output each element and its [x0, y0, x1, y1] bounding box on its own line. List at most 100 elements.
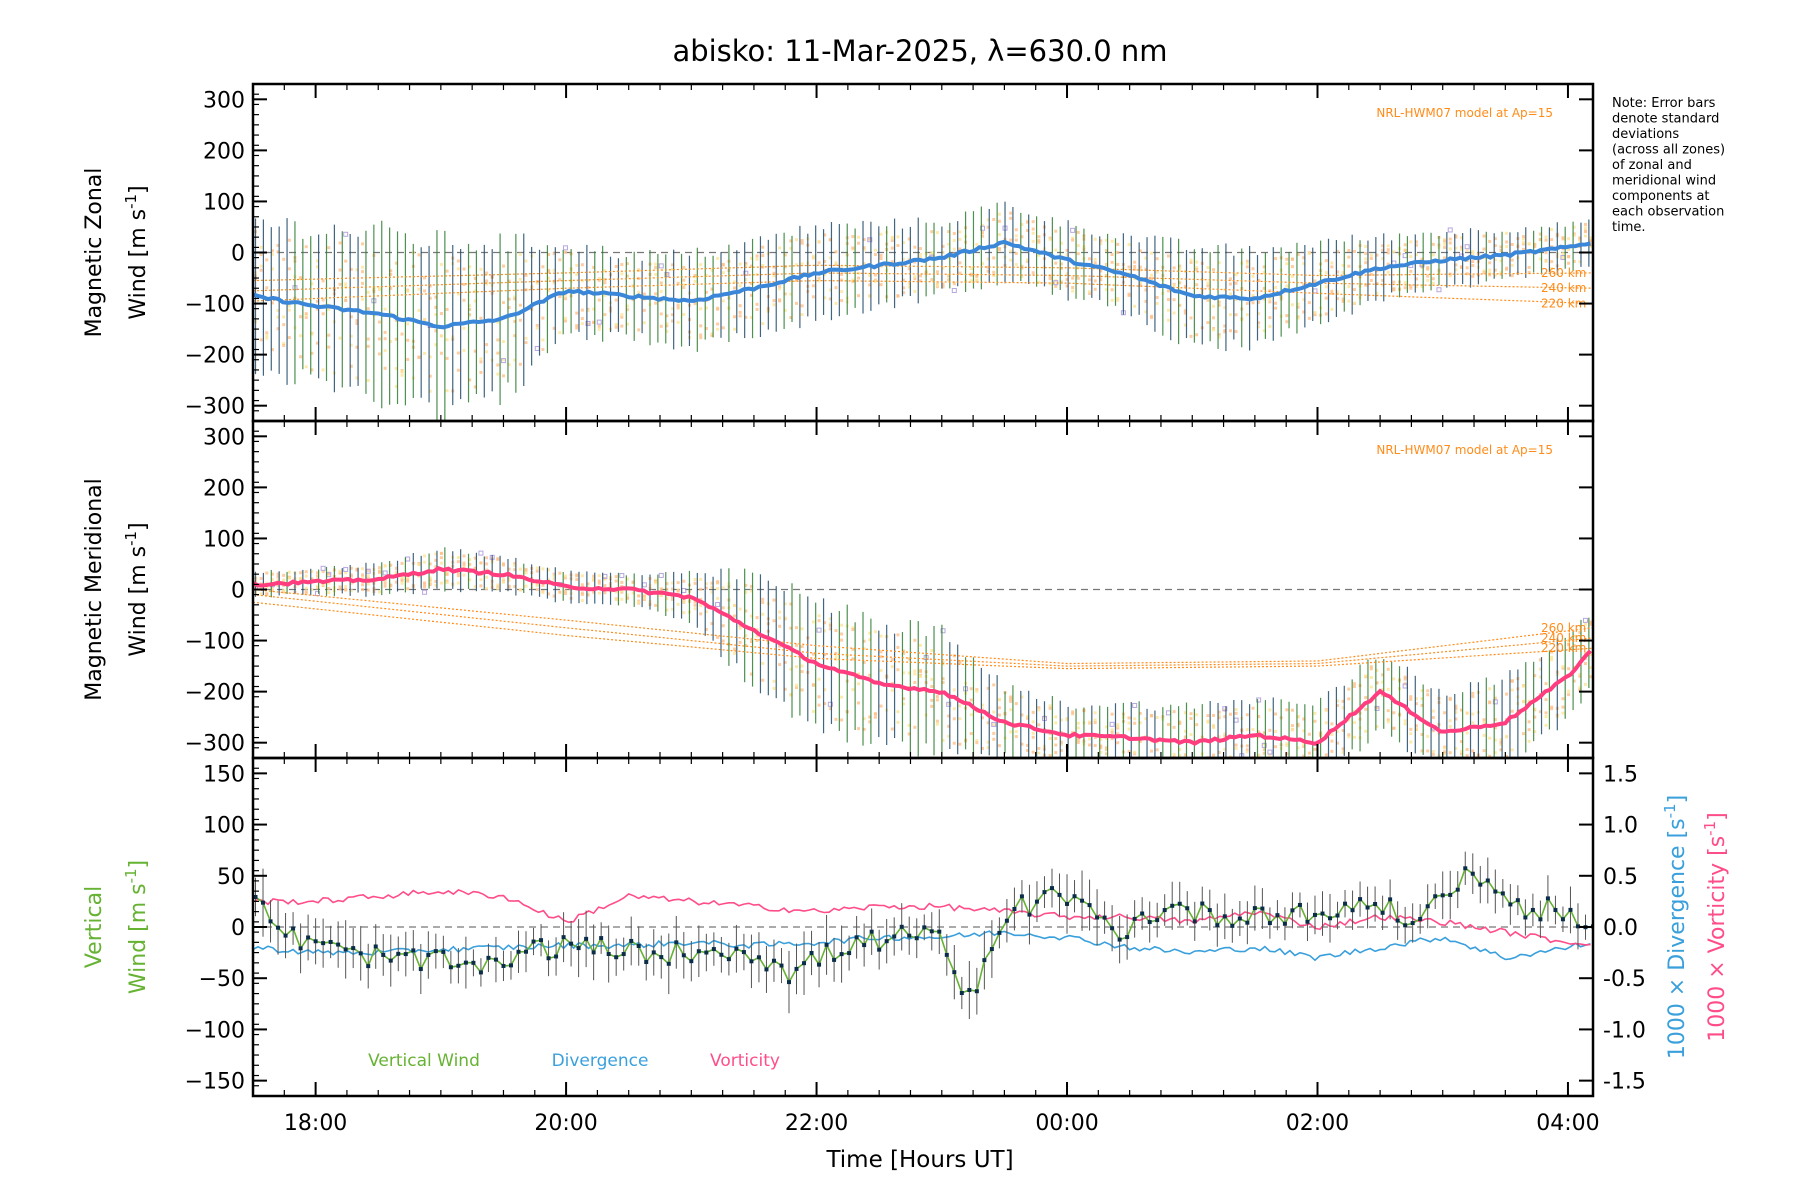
vertical-wind-marker	[1057, 892, 1062, 897]
scatter-point	[259, 576, 263, 580]
scatter-point	[733, 604, 737, 608]
scatter-point	[1330, 722, 1334, 726]
scatter-point	[473, 385, 477, 389]
scatter-point	[1313, 747, 1317, 751]
scatter-point	[462, 573, 466, 577]
scatter-point	[716, 327, 720, 331]
scatter-point	[400, 370, 404, 374]
scatter-point	[778, 246, 782, 250]
scatter-point	[840, 278, 844, 282]
scatter-point	[501, 340, 505, 344]
scatter-point	[1263, 759, 1266, 762]
scatter-point	[1026, 743, 1030, 747]
scatter-point	[1217, 303, 1221, 307]
scatter-point	[1071, 712, 1075, 716]
scatter-point	[992, 256, 996, 260]
scatter-point	[744, 315, 748, 319]
scatter-point	[270, 587, 274, 591]
scatter-point	[693, 577, 697, 581]
scatter-point	[704, 582, 708, 586]
scatter-point	[338, 569, 342, 573]
model-label: NRL-HWM07 model at Ap=15	[1376, 106, 1553, 120]
scatter-point	[434, 583, 438, 587]
bracket: ]	[1705, 812, 1730, 821]
scatter-point	[1116, 298, 1120, 302]
scatter-point	[902, 697, 906, 701]
scatter-point	[439, 263, 443, 267]
scatter-point	[1026, 715, 1030, 719]
scatter-point	[1409, 727, 1413, 731]
scatter-point	[991, 721, 997, 727]
scatter-point	[1364, 244, 1368, 248]
scatter-point	[586, 285, 590, 289]
scatter-point	[361, 575, 365, 579]
scatter-point	[699, 577, 703, 581]
vertical-wind-marker	[336, 942, 341, 947]
scatter-point	[1352, 735, 1356, 739]
scatter-point	[1583, 234, 1587, 238]
scatter-point	[541, 347, 545, 351]
scatter-point	[327, 581, 331, 585]
scatter-point	[902, 291, 906, 295]
scatter-point	[738, 314, 742, 318]
scatter-point	[935, 270, 939, 274]
scatter-point	[485, 556, 489, 560]
scatter-point	[952, 282, 956, 286]
scatter-point	[417, 308, 421, 312]
vertical-wind-marker	[1312, 912, 1317, 917]
scatter-point	[761, 322, 765, 326]
scatter-point	[817, 614, 821, 618]
scatter-point	[1189, 712, 1193, 716]
scatter-point	[478, 550, 484, 556]
scatter-point	[642, 292, 646, 296]
scatter-point	[1414, 285, 1418, 289]
scatter-point	[1138, 721, 1142, 725]
scatter-point	[851, 688, 855, 692]
scatter-point	[935, 231, 939, 235]
scatter-point	[1071, 238, 1075, 242]
vertical-wind-marker	[809, 950, 814, 955]
vertical-wind-marker	[1004, 918, 1009, 923]
scatter-point	[761, 245, 765, 249]
scatter-point	[349, 315, 353, 319]
scatter-point	[1009, 708, 1013, 712]
scatter-point	[468, 578, 472, 582]
scatter-point	[389, 272, 393, 276]
scatter-point	[1488, 239, 1492, 243]
scatter-point	[1189, 334, 1193, 338]
scatter-point	[1544, 238, 1548, 242]
scatter-point	[592, 320, 596, 324]
vertical-wind-marker	[651, 950, 656, 955]
scatter-point	[817, 677, 821, 681]
scatter-point	[1099, 269, 1103, 273]
scatter-point	[997, 233, 1001, 237]
scatter-point	[1031, 227, 1035, 231]
scatter-point	[642, 595, 646, 599]
scatter-point	[659, 312, 663, 316]
scatter-point	[1471, 712, 1475, 716]
scatter-point	[749, 640, 753, 644]
scatter-point	[1195, 723, 1199, 727]
scatter-point	[1499, 270, 1503, 274]
scatter-point	[1454, 263, 1458, 267]
scatter-point	[1538, 237, 1542, 241]
scatter-point	[377, 286, 381, 290]
scatter-point	[597, 591, 601, 595]
scatter-point	[535, 583, 539, 587]
scatter-point	[1550, 707, 1554, 711]
scatter-point	[547, 568, 551, 572]
scatter-point	[580, 322, 584, 326]
scatter-point	[721, 624, 725, 628]
scatter-point	[1059, 280, 1063, 284]
vertical-wind-marker	[253, 894, 258, 899]
scatter-point	[637, 594, 641, 598]
scatter-point	[1116, 262, 1120, 266]
scatter-point	[699, 336, 703, 340]
vertical-wind-marker	[599, 936, 604, 941]
scatter-point	[710, 581, 714, 585]
scatter-point	[400, 373, 404, 377]
scatter-point	[1465, 266, 1469, 270]
scatter-point	[1443, 752, 1447, 756]
scatter-point	[1059, 718, 1063, 722]
scatter-point	[287, 238, 291, 242]
